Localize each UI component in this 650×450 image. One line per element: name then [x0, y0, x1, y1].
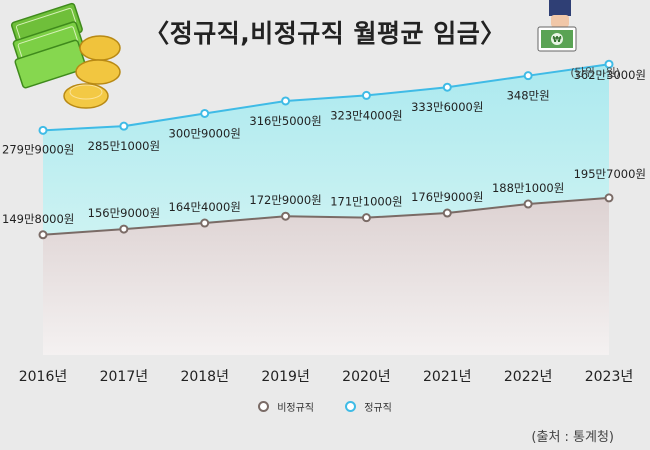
legend-label-nonregular: 비정규직 — [277, 403, 314, 414]
point-regular — [604, 59, 614, 69]
point-regular — [361, 90, 371, 100]
x-tick-label: 2023년 — [585, 369, 634, 385]
point-regular — [281, 96, 291, 106]
point-nonregular — [281, 211, 291, 221]
data-label-nonregular: 171만1000원 — [330, 195, 402, 209]
data-label-regular: 316만5000원 — [249, 114, 321, 128]
area-nonregular — [43, 197, 609, 355]
point-regular — [442, 82, 452, 92]
point-nonregular — [523, 199, 533, 209]
point-regular — [200, 108, 210, 118]
data-label-nonregular: 149만8000원 — [2, 212, 74, 226]
legend-item-nonregular: 비정규직 — [258, 399, 314, 414]
source-note: (출처 : 통계청) — [531, 430, 614, 445]
point-nonregular — [119, 224, 129, 234]
legend-item-regular: 정규직 — [345, 399, 392, 414]
point-nonregular — [604, 193, 614, 203]
point-regular — [38, 125, 48, 135]
x-tick-label: 2022년 — [504, 369, 553, 385]
svg-text:₩: ₩ — [553, 35, 562, 44]
hand-bill-icon: ₩ — [537, 0, 577, 52]
data-label-regular: 333만6000원 — [411, 100, 483, 114]
point-nonregular — [361, 213, 371, 223]
point-regular — [119, 121, 129, 131]
data-label-nonregular: 172만9000원 — [249, 193, 321, 207]
point-nonregular — [442, 208, 452, 218]
legend-label-regular: 정규직 — [364, 403, 392, 414]
x-tick-label: 2021년 — [423, 369, 472, 385]
data-label-nonregular: 156만9000원 — [88, 206, 160, 220]
data-label-nonregular: 195만7000원 — [574, 167, 646, 181]
line-regular — [42, 63, 610, 132]
data-label-nonregular: 176만9000원 — [411, 190, 483, 204]
data-label-regular: 362만3000원 — [574, 68, 646, 82]
line-nonregular — [42, 196, 610, 236]
data-label-nonregular: 164만4000원 — [169, 200, 241, 214]
x-tick-label: 2018년 — [180, 369, 229, 385]
x-tick-label: 2016년 — [19, 369, 68, 385]
area-regular — [43, 64, 609, 235]
unit-note: (단위 : 원) — [570, 66, 620, 79]
data-label-regular: 348만원 — [507, 89, 550, 103]
data-label-regular: 285만1000원 — [88, 139, 160, 153]
legend-marker-regular — [345, 401, 357, 412]
x-tick-label: 2020년 — [342, 369, 391, 385]
x-tick-label: 2019년 — [261, 369, 310, 385]
point-regular — [523, 71, 533, 81]
plot-area: 279만9000원 285만1000원 300만9000원 316만5000원 323만… — [2, 59, 646, 385]
legend: 비정규직 정규직 — [0, 399, 650, 415]
money-icon — [10, 2, 121, 109]
data-label-regular: 279만9000원 — [2, 142, 74, 156]
x-tick-label: 2017년 — [100, 369, 149, 385]
point-nonregular — [200, 218, 210, 228]
data-label-regular: 323만4000원 — [330, 108, 402, 122]
point-nonregular — [38, 230, 48, 240]
data-label-regular: 300만9000원 — [169, 126, 241, 140]
legend-marker-nonregular — [258, 401, 270, 412]
chart-title: 〈정규직,비정규직 월평균 임금〉 — [144, 19, 506, 48]
data-label-nonregular: 188만1000원 — [492, 181, 564, 195]
